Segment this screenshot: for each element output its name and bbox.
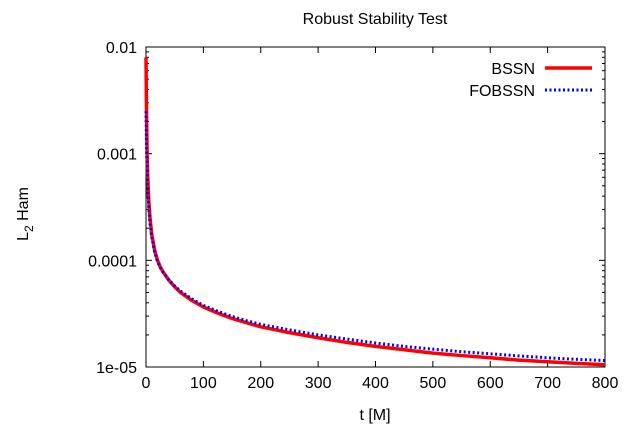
plot-area bbox=[145, 46, 606, 368]
x-tick-label: 300 bbox=[305, 375, 332, 392]
series-line-fobssn bbox=[144, 111, 606, 363]
x-tick-label: 500 bbox=[420, 375, 447, 392]
y-axis-label: L2 Ham bbox=[15, 187, 36, 241]
legend: BSSN FOBSSN bbox=[469, 61, 592, 100]
x-tick-label: 600 bbox=[477, 375, 504, 392]
x-tick-label: 0 bbox=[142, 375, 151, 392]
x-axis: 0 100 200 300 400 500 600 700 800 bbox=[142, 47, 619, 392]
x-tick-label: 100 bbox=[190, 375, 217, 392]
x-tick-label: 700 bbox=[534, 375, 561, 392]
y-tick-label: 0.0001 bbox=[88, 253, 137, 270]
series-layer bbox=[144, 57, 606, 367]
legend-label: FOBSSN bbox=[469, 83, 535, 100]
x-tick-label: 400 bbox=[362, 375, 389, 392]
x-axis-label: t [M] bbox=[359, 407, 390, 424]
x-tick-label: 200 bbox=[247, 375, 274, 392]
x-tick-label: 800 bbox=[592, 375, 619, 392]
y-axis-label-rest: Ham bbox=[15, 187, 32, 225]
y-tick-label: 1e-05 bbox=[96, 360, 137, 377]
series-line-bssn bbox=[144, 57, 606, 367]
chart-title: Robust Stability Test bbox=[303, 11, 448, 28]
y-axis-label-subscript: 2 bbox=[22, 225, 36, 232]
y-axis: 1e-05 0.0001 0.001 0.01 bbox=[88, 40, 605, 377]
y-tick-label: 0.001 bbox=[97, 147, 137, 164]
legend-label: BSSN bbox=[491, 61, 535, 78]
y-tick-label: 0.01 bbox=[106, 40, 137, 57]
y-axis-label-base: L bbox=[15, 232, 32, 241]
